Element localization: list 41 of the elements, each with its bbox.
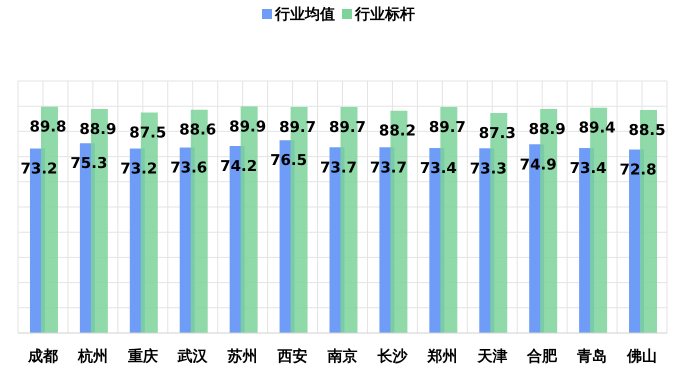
x-tick-label: 武汉 bbox=[176, 347, 209, 365]
data-label: 73.4 bbox=[570, 159, 607, 178]
x-tick-label: 郑州 bbox=[426, 347, 458, 365]
x-tick-label: 苏州 bbox=[226, 347, 258, 365]
x-tick-label: 青岛 bbox=[576, 347, 608, 365]
data-label: 89.8 bbox=[29, 118, 66, 136]
data-label: 73.6 bbox=[170, 158, 208, 177]
data-label: 89.7 bbox=[328, 118, 366, 136]
data-label: 89.9 bbox=[229, 117, 266, 136]
x-tick-label: 成都 bbox=[26, 347, 58, 365]
data-label: 73.7 bbox=[320, 158, 358, 176]
x-tick-label: 南京 bbox=[326, 347, 358, 365]
data-label: 76.5 bbox=[270, 151, 308, 170]
data-label: 73.3 bbox=[470, 159, 507, 178]
x-tick-label: 佛山 bbox=[626, 347, 658, 365]
data-label: 74.2 bbox=[220, 157, 258, 176]
data-label: 74.9 bbox=[520, 155, 557, 174]
x-tick-label: 合肥 bbox=[526, 347, 558, 365]
x-tick-label: 重庆 bbox=[126, 347, 158, 365]
data-label: 73.7 bbox=[370, 158, 407, 176]
data-label: 89.7 bbox=[279, 118, 316, 136]
data-label: 73.4 bbox=[420, 159, 457, 178]
data-label: 72.8 bbox=[620, 160, 657, 179]
x-tick-label: 长沙 bbox=[376, 347, 408, 365]
data-label: 88.9 bbox=[79, 120, 116, 138]
data-label: 75.3 bbox=[70, 154, 108, 172]
data-label: 88.2 bbox=[378, 122, 416, 140]
data-label: 89.7 bbox=[428, 118, 466, 136]
data-label: 87.3 bbox=[478, 124, 516, 142]
data-label: 88.9 bbox=[528, 120, 566, 138]
data-label: 88.5 bbox=[628, 120, 666, 139]
legend-label: 行业均值 bbox=[274, 5, 335, 23]
data-label: 87.5 bbox=[129, 124, 166, 142]
x-tick-label: 杭州 bbox=[76, 347, 108, 365]
data-label: 88.6 bbox=[179, 120, 216, 139]
x-tick-label: 天津 bbox=[476, 347, 508, 365]
data-label: 73.2 bbox=[120, 160, 158, 178]
data-label: 89.4 bbox=[578, 118, 616, 137]
data-label: 73.2 bbox=[20, 160, 58, 178]
legend-label: 行业标杆 bbox=[354, 5, 415, 23]
x-tick-label: 西安 bbox=[276, 347, 308, 365]
